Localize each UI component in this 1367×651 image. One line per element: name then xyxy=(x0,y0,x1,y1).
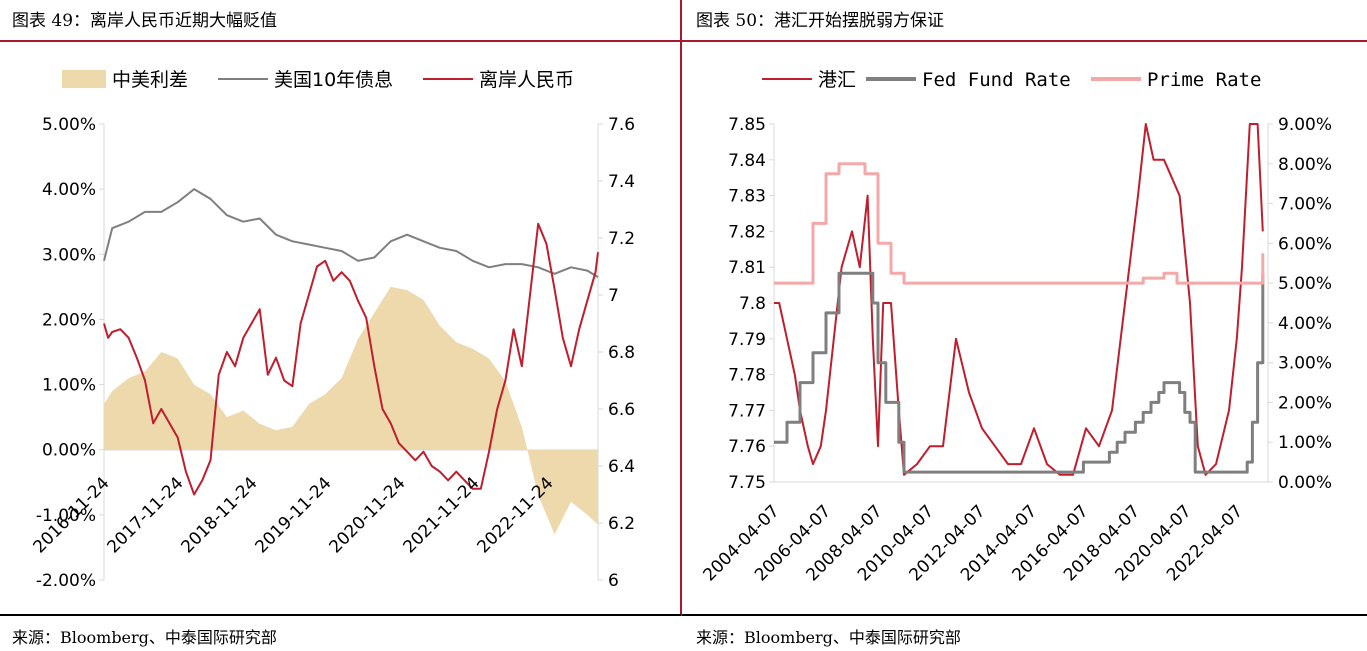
y-right-tick-label: 6.8 xyxy=(608,343,635,363)
legend-swatch xyxy=(62,70,106,88)
x-tick-label: 2020-11-24 xyxy=(326,473,410,557)
hkd-chart: 7.85 7.84 7.83 7.82 7.81 7.8 7.79 7.78 7.77 7.76 7… xyxy=(700,69,1332,585)
y-left-tick-label: 5.00% xyxy=(42,115,96,135)
y-right-tick-label: 6.6 xyxy=(608,400,635,420)
y-left-tick-label: 7.84 xyxy=(728,151,766,171)
source-note: 来源：Bloomberg、中泰国际研究部 xyxy=(12,628,277,647)
y-left-tick-label: 7.79 xyxy=(728,330,766,350)
series-line-离岸人民币 xyxy=(103,222,599,496)
series-line-Prime Rate xyxy=(774,162,1265,285)
legend-label: 美国10年债息 xyxy=(274,69,393,91)
legend-label: 中美利差 xyxy=(112,69,188,91)
y-left-tick-label: 4.00% xyxy=(42,180,96,200)
x-tick-label: 2021-11-24 xyxy=(400,473,484,557)
x-tick-label: 2019-11-24 xyxy=(252,473,336,557)
series-area-中美利差 xyxy=(104,286,598,535)
y-left-tick-label: 0.00% xyxy=(42,441,96,461)
y-left-tick-label: -1.00% xyxy=(36,506,96,526)
y-right-tick-label: 7.00% xyxy=(1278,195,1332,215)
y-left-tick-label: 7.76 xyxy=(728,437,766,457)
y-right-tick-label: 7 xyxy=(608,286,619,306)
legend-label: 港汇 xyxy=(818,69,856,91)
y-left-tick-label: 7.81 xyxy=(728,258,766,278)
left-chart-panel: 图表 49：离岸人民币近期大幅贬值 5.00% 4.00% 3.00% 2.00% 1.… xyxy=(0,0,681,651)
y-right-tick-label: 4.00% xyxy=(1278,314,1332,334)
y-left-tick-label: 7.8 xyxy=(739,294,766,314)
title-rule xyxy=(0,40,681,42)
y-right-tick-label: 1.00% xyxy=(1278,433,1332,453)
chart-title: 图表 50：港汇开始摆脱弱方保证 xyxy=(696,11,945,31)
y-left-tick-label: -2.00% xyxy=(36,571,96,591)
y-right-tick-label: 3.00% xyxy=(1278,354,1332,374)
y-right-tick-label: 7.6 xyxy=(608,115,635,135)
title-rule xyxy=(682,40,1367,42)
legend-label: Prime Rate xyxy=(1147,69,1261,91)
source-note: 来源：Bloomberg、中泰国际研究部 xyxy=(696,628,961,647)
chart-title: 图表 49：离岸人民币近期大幅贬值 xyxy=(12,11,278,31)
y-right-tick-label: 6 xyxy=(608,571,619,591)
source-rule xyxy=(682,614,1367,616)
y-right-tick-label: 6.00% xyxy=(1278,234,1332,254)
y-left-tick-label: 7.85 xyxy=(728,115,766,135)
y-right-tick-label: 8.00% xyxy=(1278,155,1332,175)
y-right-tick-label: 0.00% xyxy=(1278,473,1332,493)
x-tick-label: 2017-11-24 xyxy=(104,473,188,557)
y-left-tick-label: 7.75 xyxy=(728,473,766,493)
y-right-tick-label: 6.2 xyxy=(608,514,635,534)
y-right-tick-label: 7.4 xyxy=(608,172,635,192)
y-right-tick-label: 2.00% xyxy=(1278,393,1332,413)
series-line-港汇 xyxy=(774,123,1264,476)
legend-label: Fed Fund Rate xyxy=(922,69,1071,91)
series-line-美国10年债息 xyxy=(103,188,599,278)
source-rule xyxy=(0,614,681,616)
x-tick-label: 2022-11-24 xyxy=(474,473,558,557)
panel-separator xyxy=(680,0,682,616)
series-line-Fed Fund Rate xyxy=(774,271,1265,474)
y-left-tick-label: 1.00% xyxy=(42,376,96,396)
right-chart-panel: 图表 50：港汇开始摆脱弱方保证 7.85 7.84 7.83 7.82 7.81 7.8… xyxy=(682,0,1367,651)
y-left-tick-label: 7.83 xyxy=(728,187,766,207)
y-left-tick-label: 3.00% xyxy=(42,245,96,265)
y-right-tick-label: 7.2 xyxy=(608,229,635,249)
y-right-tick-label: 6.4 xyxy=(608,457,635,477)
y-left-tick-label: 7.77 xyxy=(728,401,766,421)
legend-label: 离岸人民币 xyxy=(479,69,574,91)
y-left-tick-label: 2.00% xyxy=(42,310,96,330)
y-left-tick-label: 7.78 xyxy=(728,366,766,386)
y-right-tick-label: 9.00% xyxy=(1278,115,1332,135)
cnh-chart: 5.00% 4.00% 3.00% 2.00% 1.00% 0.00% -1.00% -2.0… xyxy=(30,69,636,591)
y-left-tick-label: 7.82 xyxy=(728,222,766,242)
y-right-tick-label: 5.00% xyxy=(1278,274,1332,294)
